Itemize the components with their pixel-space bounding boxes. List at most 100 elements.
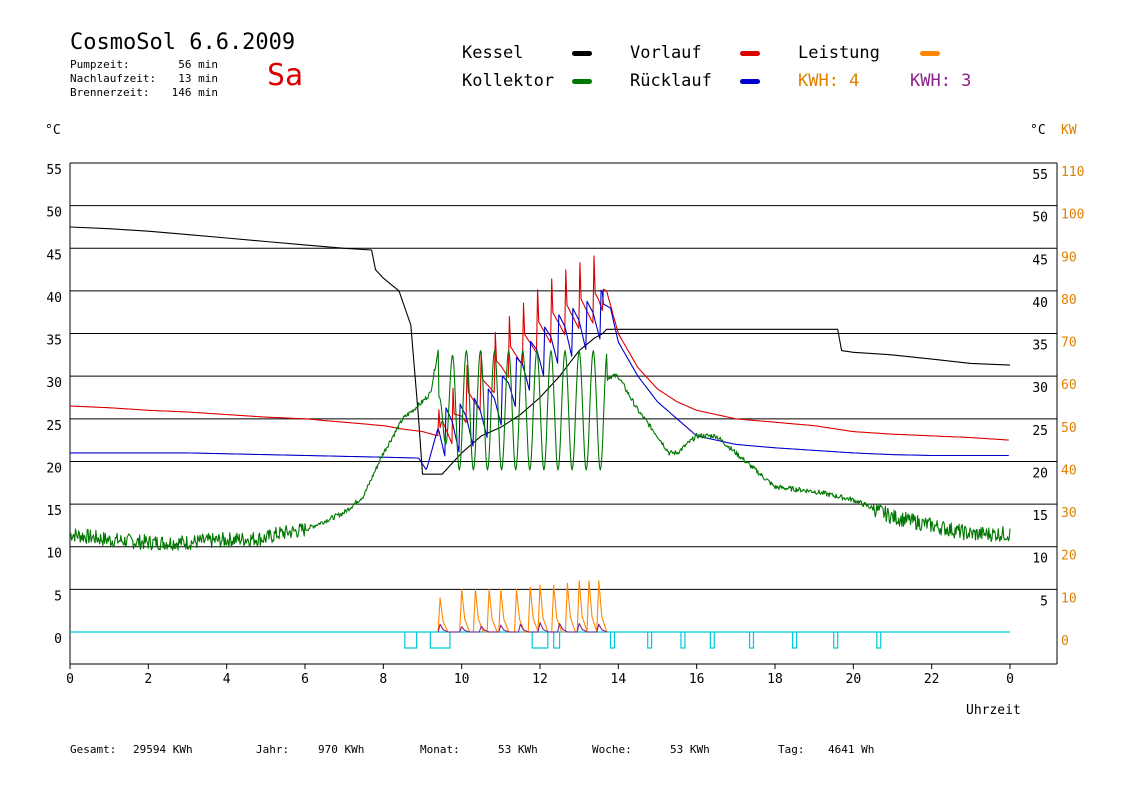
footer-jahr-label: Jahr: bbox=[256, 743, 290, 756]
x-tick-label: 18 bbox=[767, 672, 783, 687]
weekday-label: Sa bbox=[267, 58, 304, 93]
left-axis-unit: °C bbox=[45, 123, 61, 138]
kw-tick-label: 70 bbox=[1061, 336, 1077, 351]
pump-pulse bbox=[531, 632, 549, 649]
x-tick-label: 10 bbox=[454, 672, 470, 687]
right-tick-label: 40 bbox=[1032, 296, 1048, 311]
stat-nachlaufzeit-value: 13 min bbox=[178, 72, 218, 85]
kw-tick-label: 0 bbox=[1061, 634, 1069, 649]
legend-leistung-label: Leistung bbox=[798, 43, 880, 63]
left-tick-label: 30 bbox=[46, 376, 62, 391]
pump-pulse bbox=[792, 632, 798, 649]
legend-kwh-1: KWH: 4 bbox=[798, 71, 860, 91]
kw-tick-label: 40 bbox=[1061, 463, 1077, 478]
x-tick-label: 20 bbox=[846, 672, 862, 687]
footer-gesamt-label: Gesamt: bbox=[70, 743, 117, 756]
pump-pulse bbox=[833, 632, 839, 649]
x-tick-label: 2 bbox=[144, 672, 152, 687]
kw-tick-label: 90 bbox=[1061, 250, 1077, 265]
grid-layer bbox=[70, 162, 1057, 590]
pump-pulse bbox=[429, 632, 451, 649]
kw-tick-label: 110 bbox=[1061, 165, 1084, 180]
series-line-leistung bbox=[437, 580, 608, 633]
right-tick-label: 50 bbox=[1032, 211, 1048, 226]
left-tick-label: 40 bbox=[46, 291, 62, 306]
kw-tick-label: 100 bbox=[1061, 208, 1084, 223]
pump-pulse bbox=[876, 632, 882, 649]
pump-pulse bbox=[404, 632, 418, 649]
right-tick-label: 35 bbox=[1032, 339, 1048, 354]
energy-footer: Gesamt: 29594 KWh Jahr: 970 KWh Monat: 5… bbox=[70, 743, 1070, 759]
footer-jahr-value: 970 KWh bbox=[318, 743, 365, 756]
axes-layer bbox=[69, 163, 1058, 669]
kw-tick-label: 80 bbox=[1061, 293, 1077, 308]
x-axis-label: Uhrzeit bbox=[966, 703, 1021, 718]
legend-vorlauf-label: Vorlauf bbox=[630, 43, 702, 63]
footer-tag-label: Tag: bbox=[778, 743, 805, 756]
page-title: CosmoSol 6.6.2009 bbox=[70, 30, 296, 55]
x-tick-label: 22 bbox=[924, 672, 940, 687]
x-tick-label: 4 bbox=[223, 672, 231, 687]
right-axis-unit: °C bbox=[1030, 123, 1046, 138]
pump-pulse bbox=[609, 632, 616, 649]
series-line-vorlauf bbox=[69, 255, 1009, 445]
left-tick-label: 5 bbox=[54, 589, 62, 604]
stat-nachlaufzeit-label: Nachlaufzeit: bbox=[70, 72, 157, 85]
series-layer bbox=[69, 226, 1011, 633]
x-tick-label: 6 bbox=[301, 672, 309, 687]
left-tick-label: 10 bbox=[46, 547, 62, 562]
kw-tick-label: 20 bbox=[1061, 549, 1077, 564]
right-tick-label: 45 bbox=[1032, 253, 1048, 268]
kw-tick-label: 60 bbox=[1061, 378, 1077, 393]
right-tick-label: 30 bbox=[1032, 381, 1048, 396]
stat-brennerzeit-label: Brennerzeit: bbox=[70, 86, 150, 99]
stat-brennerzeit-value: 146 min bbox=[171, 86, 218, 99]
pump-pulse bbox=[748, 632, 755, 649]
right-tick-label: 10 bbox=[1032, 552, 1048, 567]
pump-pulse bbox=[553, 632, 561, 649]
left-tick-label: 55 bbox=[46, 163, 62, 178]
series-line-kwh-3 bbox=[437, 622, 608, 633]
kw-tick-label: 10 bbox=[1061, 591, 1077, 606]
legend-ruecklauf-label: Rücklauf bbox=[630, 71, 712, 91]
kw-tick-label: 50 bbox=[1061, 421, 1077, 436]
legend-leistung-swatch bbox=[920, 51, 940, 56]
left-tick-label: 0 bbox=[54, 632, 62, 647]
right-tick-label: 55 bbox=[1032, 168, 1048, 183]
right-tick-label: 25 bbox=[1032, 424, 1048, 439]
x-tick-label: 0 bbox=[66, 672, 74, 687]
right-tick-label: 5 bbox=[1040, 594, 1048, 609]
pump-pulse bbox=[709, 632, 715, 649]
legend-kollektor-swatch bbox=[572, 79, 592, 84]
pump-pulse bbox=[647, 632, 653, 649]
stat-pumpzeit-value: 56 min bbox=[178, 58, 218, 71]
kw-axis-unit: KW bbox=[1061, 123, 1077, 138]
footer-monat-value: 53 KWh bbox=[498, 743, 538, 756]
stat-pumpzeit-label: Pumpzeit: bbox=[70, 58, 130, 71]
footer-woche-value: 53 KWh bbox=[670, 743, 710, 756]
kw-tick-label: 30 bbox=[1061, 506, 1077, 521]
left-tick-label: 25 bbox=[46, 419, 62, 434]
footer-woche-label: Woche: bbox=[592, 743, 632, 756]
legend-kollektor-label: Kollektor bbox=[462, 71, 555, 91]
left-tick-label: 20 bbox=[46, 461, 62, 476]
x-tick-label: 12 bbox=[532, 672, 548, 687]
left-tick-label: 35 bbox=[46, 334, 62, 349]
pump-pulse-layer bbox=[404, 632, 882, 649]
left-tick-label: 15 bbox=[46, 504, 62, 519]
pump-pulse bbox=[680, 632, 686, 649]
series-line-kollektor bbox=[69, 349, 1011, 551]
right-tick-label: 20 bbox=[1032, 466, 1048, 481]
legend-kessel-label: Kessel bbox=[462, 43, 524, 63]
left-tick-label: 45 bbox=[46, 248, 62, 263]
legend-kwh-2: KWH: 3 bbox=[910, 71, 972, 91]
legend-vorlauf-swatch bbox=[740, 51, 760, 56]
x-tick-label: 16 bbox=[689, 672, 705, 687]
x-tick-label: 14 bbox=[611, 672, 627, 687]
right-tick-label: 15 bbox=[1032, 509, 1048, 524]
footer-monat-label: Monat: bbox=[420, 743, 460, 756]
left-tick-label: 50 bbox=[46, 206, 62, 221]
footer-tag-value: 4641 Wh bbox=[828, 743, 875, 756]
